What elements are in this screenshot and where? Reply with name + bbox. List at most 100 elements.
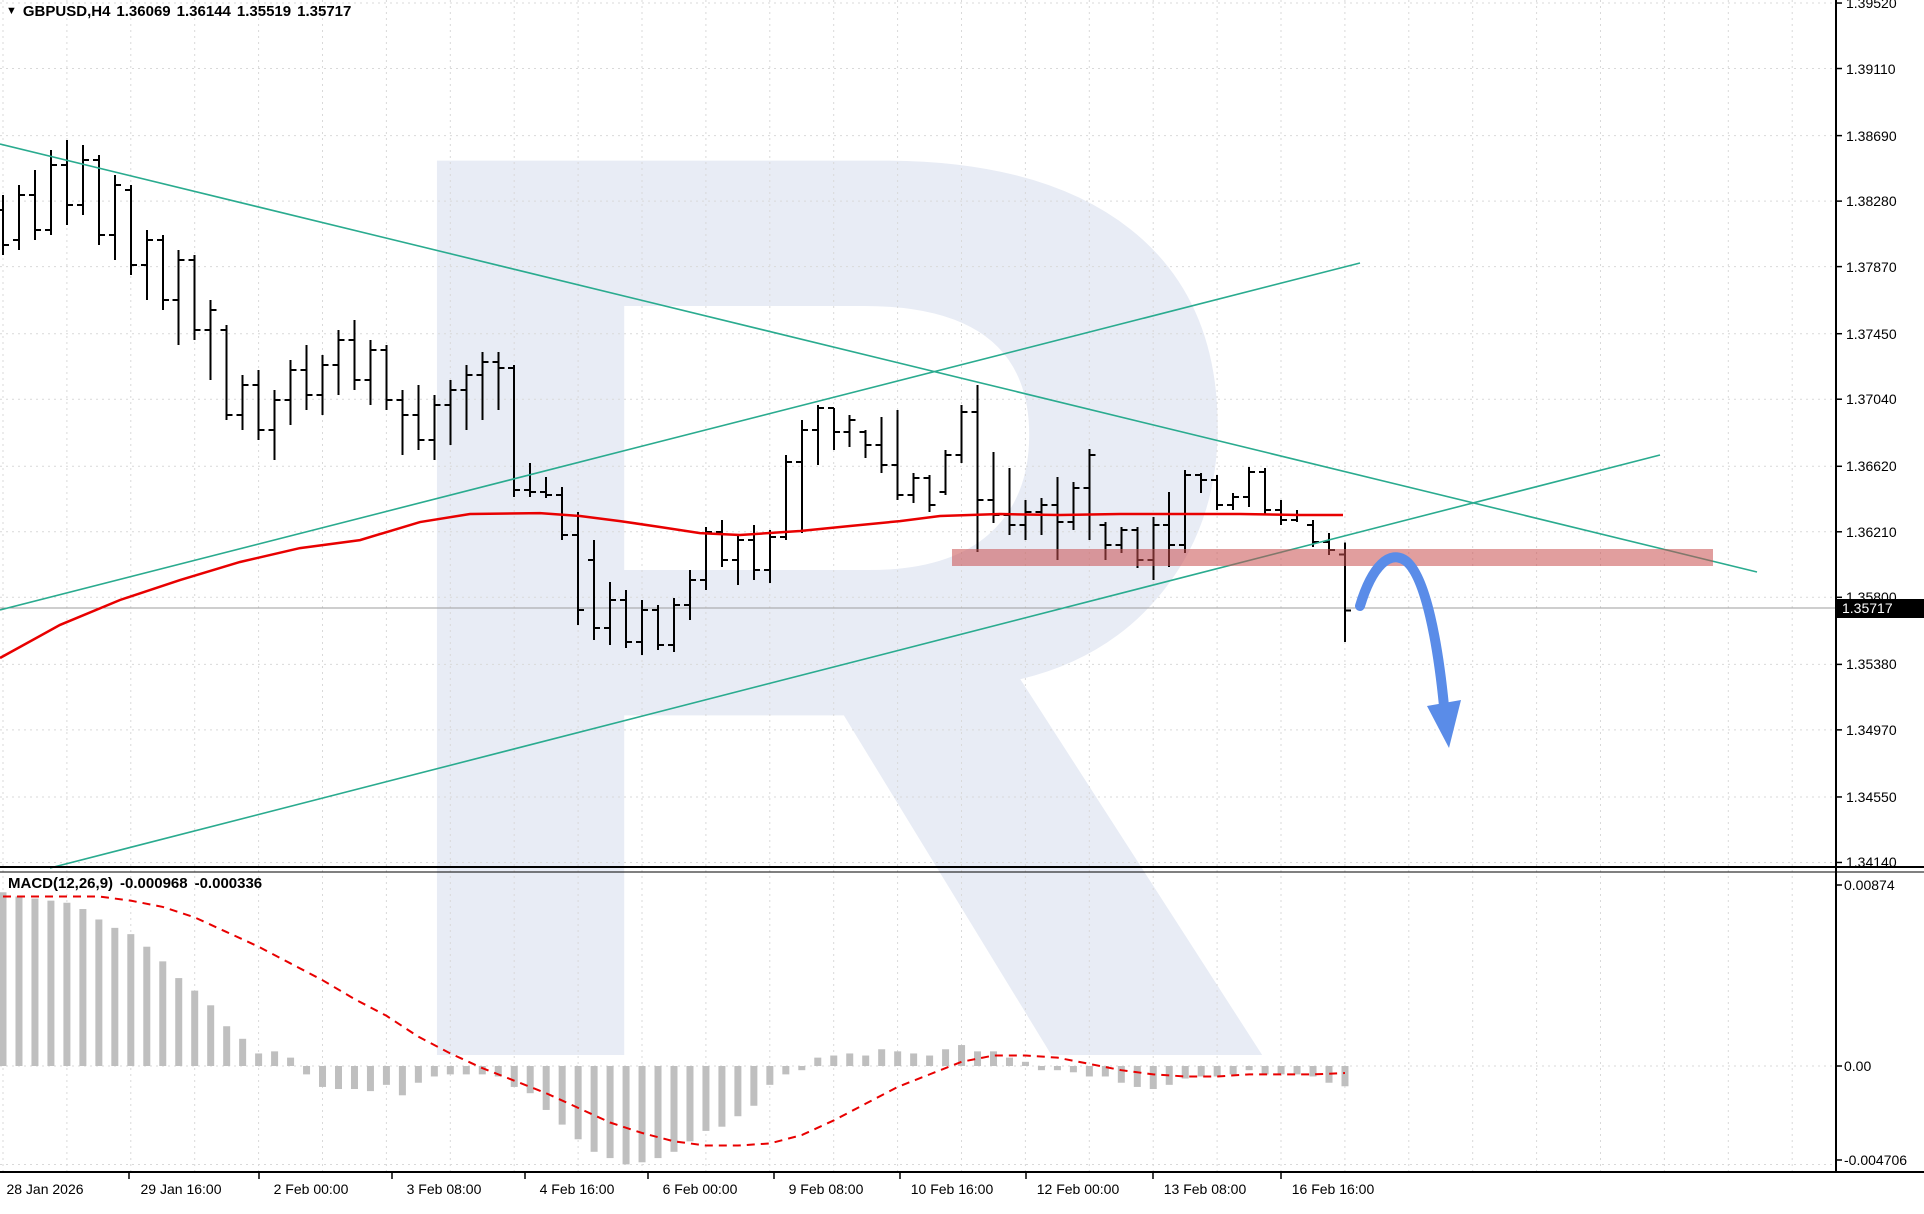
macd-histogram-bar	[366, 1066, 374, 1092]
time-axis-label: 9 Feb 08:00	[788, 1181, 864, 1197]
macd-histogram-bar	[255, 1053, 263, 1066]
macd-histogram-bar	[446, 1066, 454, 1075]
ohlc-close: 1.35717	[297, 3, 352, 20]
macd-histogram-bar	[814, 1057, 822, 1066]
macd-histogram-bar	[1181, 1066, 1189, 1079]
macd-histogram-bar	[319, 1066, 327, 1087]
macd-value: -0.000968	[120, 875, 188, 892]
price-axis-label: 1.36620	[1846, 458, 1897, 475]
macd-histogram-bar	[1325, 1066, 1333, 1083]
price-axis-label: 1.39110	[1846, 60, 1896, 77]
macd-histogram-bar	[1245, 1066, 1253, 1071]
macd-histogram-bar	[830, 1055, 838, 1066]
watermark-letter: R	[350, 0, 1289, 1214]
macd-histogram-bar	[1005, 1057, 1013, 1066]
macd-histogram-bar	[1277, 1066, 1285, 1075]
time-axis-label: 4 Feb 16:00	[539, 1181, 615, 1197]
macd-histogram-bar	[207, 1005, 215, 1066]
macd-histogram-bar	[350, 1066, 358, 1090]
macd-histogram-bar	[1293, 1066, 1301, 1075]
price-axis-label: 1.37450	[1846, 325, 1897, 342]
moving-average-line[interactable]	[0, 511, 1343, 660]
price-axis-label: 1.38280	[1846, 193, 1897, 210]
macd-histogram-bar	[127, 934, 135, 1066]
time-axis-label: 12 Feb 00:00	[1036, 1181, 1120, 1197]
macd-histogram-bar	[942, 1049, 950, 1066]
symbol-name: GBPUSD,H4	[22, 3, 111, 20]
macd-histogram-bar	[287, 1057, 295, 1066]
down-arrow[interactable]	[1355, 552, 1449, 711]
macd-histogram-bar	[478, 1066, 486, 1075]
macd-histogram-bar	[1149, 1066, 1157, 1090]
macd-histogram-bar	[462, 1066, 470, 1075]
macd-histogram-bar	[606, 1066, 614, 1159]
time-axis-label: 16 Feb 16:00	[1291, 1181, 1375, 1197]
macd-histogram-bar	[175, 978, 183, 1066]
time-axis-label: 2 Feb 00:00	[273, 1181, 349, 1197]
macd-histogram-bar	[542, 1066, 550, 1110]
macd-name: MACD(12,26,9)	[8, 875, 114, 892]
macd-histogram-bar	[191, 990, 199, 1066]
macd-histogram-bar	[494, 1066, 502, 1077]
macd-axis-label: -0.004706	[1844, 1152, 1908, 1168]
support-zone[interactable]	[952, 549, 1713, 566]
macd-histogram-bar	[1037, 1066, 1045, 1071]
price-axis-label: 1.39520	[1846, 0, 1897, 12]
macd-histogram-bar	[878, 1049, 886, 1066]
macd-histogram-bar	[31, 898, 39, 1066]
down-arrow-head[interactable]	[1427, 700, 1461, 748]
macd-histogram-bar	[574, 1066, 582, 1140]
trend-line[interactable]	[0, 143, 1758, 573]
macd-histogram-bar	[303, 1066, 311, 1075]
macd-histogram-bar	[15, 896, 23, 1066]
macd-histogram-bar	[1053, 1066, 1061, 1071]
macd-histogram-bar	[95, 919, 103, 1066]
time-axis-label: 10 Feb 16:00	[910, 1181, 994, 1197]
macd-histogram-bar	[159, 961, 167, 1066]
macd-histogram-bar	[686, 1066, 694, 1142]
macd-histogram-bar	[638, 1066, 646, 1163]
current-price-badge: 1.35717	[1837, 599, 1924, 618]
macd-histogram-bar	[111, 927, 119, 1066]
time-axis-label: 28 Jan 2026	[6, 1181, 84, 1197]
price-axis-label: 1.38690	[1846, 127, 1897, 144]
macd-histogram-bar	[1341, 1066, 1349, 1087]
macd-histogram-bar	[718, 1066, 726, 1127]
macd-histogram-bar	[558, 1066, 566, 1125]
macd-histogram-bar	[782, 1066, 790, 1075]
macd-histogram-bar	[590, 1066, 598, 1152]
trend-line[interactable]	[0, 262, 1361, 611]
macd-axis-label: 0.00	[1844, 1058, 1872, 1074]
price-axis-label: 1.34970	[1846, 721, 1897, 738]
ohlc-high: 1.36144	[176, 3, 231, 20]
macd-histogram-bar	[734, 1066, 742, 1117]
price-axis-label: 1.37040	[1846, 391, 1897, 408]
time-axis-label: 29 Jan 16:00	[140, 1181, 222, 1197]
macd-histogram-bar	[526, 1066, 534, 1094]
collapse-ohlc-icon[interactable]: ▼	[6, 4, 17, 17]
macd-histogram-bar	[894, 1051, 902, 1066]
macd-histogram-bar	[414, 1066, 422, 1083]
macd-histogram-bar	[382, 1066, 390, 1085]
macd-histogram-bar	[1165, 1066, 1173, 1085]
macd-histogram-bar	[702, 1066, 710, 1131]
macd-histogram-bar	[846, 1053, 854, 1066]
macd-histogram-bar	[1133, 1066, 1141, 1087]
macd-histogram-bar	[510, 1066, 518, 1087]
macd-histogram-bar	[910, 1053, 918, 1066]
ohlc-low: 1.35519	[236, 3, 292, 20]
trend-line[interactable]	[49, 454, 1661, 869]
macd-histogram-bar	[1101, 1066, 1109, 1077]
macd-histogram-bar	[654, 1066, 662, 1159]
macd-histogram-bar	[1117, 1066, 1125, 1083]
macd-histogram-bar	[926, 1055, 934, 1066]
macd-histogram-bar	[622, 1066, 630, 1165]
macd-histogram-bar	[1197, 1066, 1205, 1077]
macd-histogram-bar	[79, 909, 87, 1066]
macd-histogram-bar	[798, 1066, 806, 1071]
macd-histogram-bar	[958, 1045, 966, 1066]
macd-histogram-bar	[430, 1066, 438, 1077]
macd-histogram-bar	[670, 1066, 678, 1152]
